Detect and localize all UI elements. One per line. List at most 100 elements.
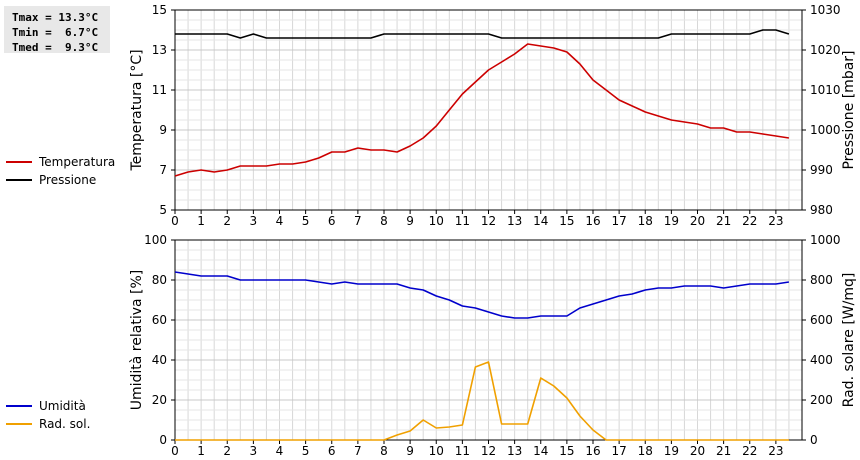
x-tick-label: 3 (250, 214, 258, 228)
y-tick-label: 13 (152, 43, 167, 57)
y2-tick-label: 980 (810, 203, 833, 217)
legend-item-temperatura: Temperatura (6, 153, 115, 171)
y2-axis-title: Pressione [mbar] (841, 50, 857, 169)
x-tick-label: 12 (481, 214, 496, 228)
x-tick-label: 2 (223, 444, 231, 458)
x-tick-label: 2 (223, 214, 231, 228)
x-tick-label: 11 (455, 214, 470, 228)
y-tick-label: 7 (159, 163, 167, 177)
stats-box: Tmax = 13.3°C Tmin = 6.7°C Tmed = 9.3°C (4, 6, 110, 54)
y2-tick-label: 1020 (810, 43, 841, 57)
x-tick-label: 21 (716, 214, 731, 228)
x-tick-label: 10 (429, 444, 444, 458)
legend-item-umidita: Umidità (6, 397, 90, 415)
y2-tick-label: 800 (810, 273, 833, 287)
y-tick-label: 15 (152, 3, 167, 17)
x-tick-label: 21 (716, 444, 731, 458)
legend-label-pressione: Pressione (39, 173, 97, 187)
series-line-pressione (175, 29, 790, 39)
x-tick-label: 23 (768, 444, 783, 458)
legend-swatch-umidita (6, 405, 32, 407)
x-tick-label: 0 (171, 444, 179, 458)
x-tick-label: 4 (276, 444, 284, 458)
x-tick-label: 23 (768, 214, 783, 228)
x-tick-label: 16 (585, 214, 600, 228)
x-tick-label: 9 (406, 444, 414, 458)
x-tick-label: 18 (638, 444, 653, 458)
tmin-text: Tmin = 6.7°C (12, 26, 99, 39)
y-tick-label: 11 (152, 83, 167, 97)
tmax-text: Tmax = 13.3°C (12, 11, 99, 24)
x-tick-label: 4 (276, 214, 284, 228)
y2-tick-label: 0 (810, 433, 818, 447)
x-tick-label: 17 (611, 214, 626, 228)
x-tick-label: 14 (533, 214, 548, 228)
x-tick-label: 7 (354, 444, 362, 458)
legend-label-rad-sol: Rad. sol. (39, 417, 91, 431)
legend-bottom: Umidità Rad. sol. (6, 397, 90, 433)
x-tick-label: 0 (171, 214, 179, 228)
y2-tick-label: 1010 (810, 83, 841, 97)
chart-top: 0 1 2 3 4 5 6 7 8 9 10 11 12 13 14 15 16 17 18 19 20 21 22 2357… (129, 3, 857, 228)
legend-item-pressione: Pressione (6, 171, 115, 189)
y-axis-title: Umidità relativa [%] (129, 270, 145, 411)
x-tick-label: 11 (455, 444, 470, 458)
x-tick-label: 20 (690, 444, 705, 458)
y-tick-label: 20 (152, 393, 167, 407)
y2-tick-label: 990 (810, 163, 833, 177)
legend-swatch-rad-sol (6, 423, 32, 425)
legend-item-rad-sol: Rad. sol. (6, 415, 90, 433)
x-tick-label: 14 (533, 444, 548, 458)
x-tick-label: 13 (507, 444, 522, 458)
x-tick-label: 1 (197, 444, 205, 458)
x-tick-label: 15 (559, 214, 574, 228)
y-tick-label: 40 (152, 353, 167, 367)
x-tick-label: 20 (690, 214, 705, 228)
x-tick-label: 6 (328, 214, 336, 228)
x-tick-label: 3 (250, 444, 258, 458)
x-tick-label: 19 (664, 444, 679, 458)
y2-tick-label: 400 (810, 353, 833, 367)
y-tick-label: 9 (159, 123, 167, 137)
x-tick-label: 22 (742, 444, 757, 458)
legend-swatch-temperatura (6, 161, 32, 163)
x-tick-label: 15 (559, 444, 574, 458)
y-tick-label: 0 (159, 433, 167, 447)
x-tick-label: 7 (354, 214, 362, 228)
y-tick-label: 60 (152, 313, 167, 327)
legend-label-umidita: Umidità (39, 399, 86, 413)
x-tick-label: 8 (380, 444, 388, 458)
y2-tick-label: 1030 (810, 3, 841, 17)
series-line-umidit (174, 271, 790, 319)
x-tick-label: 12 (481, 444, 496, 458)
x-tick-label: 19 (664, 214, 679, 228)
x-tick-label: 5 (302, 214, 310, 228)
y2-tick-label: 1000 (810, 123, 841, 137)
x-tick-label: 22 (742, 214, 757, 228)
y-tick-label: 100 (144, 233, 167, 247)
y-tick-label: 80 (152, 273, 167, 287)
y2-tick-label: 200 (810, 393, 833, 407)
tmed-text: Tmed = 9.3°C (12, 41, 99, 54)
y2-axis-title: Rad. solare [W/mq] (841, 273, 857, 408)
x-tick-label: 10 (429, 214, 444, 228)
legend-top: Temperatura Pressione (6, 153, 115, 189)
series-line-temperatura (174, 43, 790, 177)
legend-swatch-pressione (6, 179, 32, 181)
x-tick-label: 1 (197, 214, 205, 228)
legend-label-temperatura: Temperatura (39, 155, 116, 169)
chart-bottom: 0 1 2 3 4 5 6 7 8 9 10 11 12 13 14 15 16 17 18 19 20 21 22 2302… (129, 233, 857, 458)
x-tick-label: 5 (302, 444, 310, 458)
series-line-rad-sol (175, 361, 789, 441)
y2-tick-label: 1000 (810, 233, 841, 247)
x-tick-label: 9 (406, 214, 414, 228)
y-axis-title: Temperatura [°C] (129, 49, 145, 171)
x-tick-label: 6 (328, 444, 336, 458)
x-tick-label: 18 (638, 214, 653, 228)
x-tick-label: 17 (611, 444, 626, 458)
y2-tick-label: 600 (810, 313, 833, 327)
x-tick-label: 13 (507, 214, 522, 228)
y-tick-label: 5 (159, 203, 167, 217)
x-tick-label: 8 (380, 214, 388, 228)
